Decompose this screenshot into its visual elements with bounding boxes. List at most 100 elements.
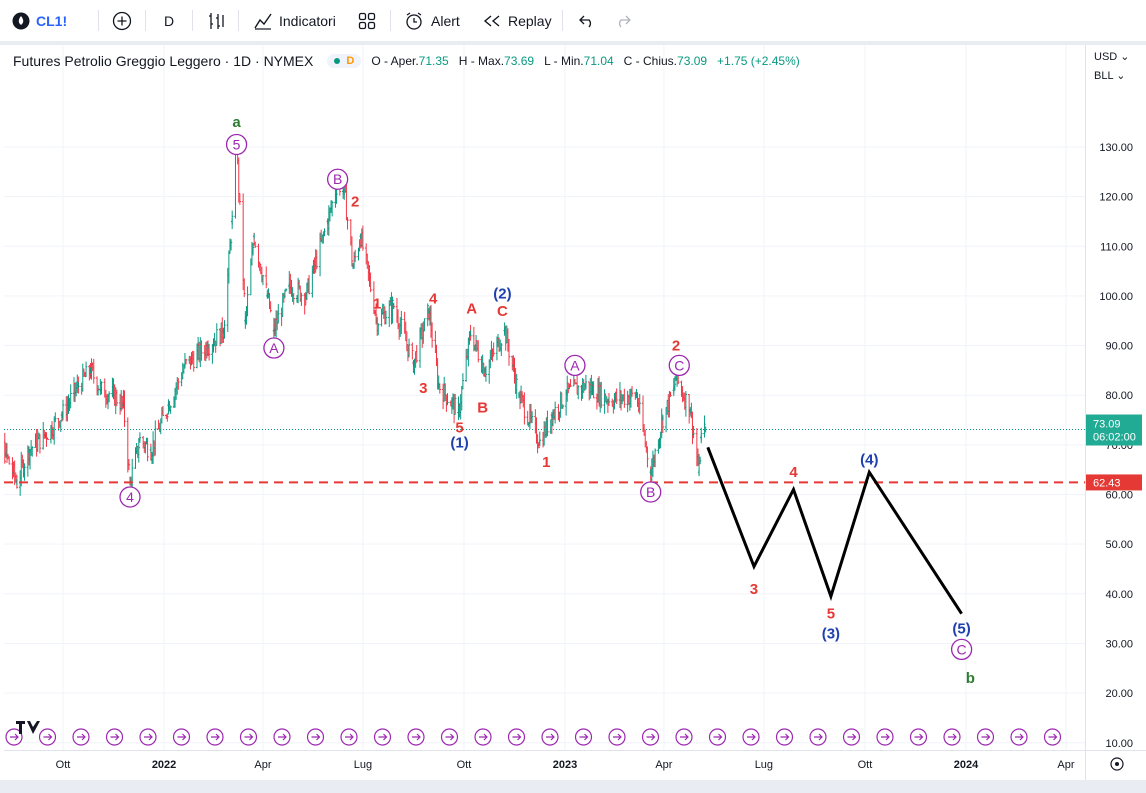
redo-button[interactable]	[614, 0, 632, 41]
ohlc-open: O - Aper.71.35	[371, 54, 449, 68]
event-arrow-icon	[77, 733, 86, 741]
currency-select[interactable]: USD ⌄	[1094, 50, 1130, 63]
price-tick-label: 80.00	[1105, 390, 1133, 402]
event-arrow-icon	[1015, 733, 1024, 741]
axis-settings-button[interactable]	[1110, 757, 1124, 771]
wave-label: 3	[750, 581, 758, 598]
time-tick-label: Ott	[56, 759, 71, 771]
price-tick-label: 110.00	[1100, 241, 1133, 253]
market-status[interactable]: D	[327, 54, 362, 68]
event-arrow-icon	[847, 733, 857, 741]
wave-label: (3)	[822, 626, 840, 643]
wave-circle	[263, 337, 285, 359]
wave-label: 3	[419, 380, 427, 397]
projection-line	[706, 446, 963, 615]
unit-select[interactable]: BLL ⌄	[1094, 69, 1125, 82]
wave-label: b	[966, 670, 975, 687]
chart-type-button[interactable]	[206, 0, 226, 41]
event-arrow-icon	[546, 733, 555, 741]
plus-circle-icon	[112, 11, 132, 30]
tradingview-logo	[16, 721, 40, 734]
price-tick-label: 30.00	[1105, 638, 1133, 650]
event-arrow-icon	[345, 733, 354, 741]
wave-label: 5	[455, 419, 463, 436]
event-arrow-icon	[412, 733, 421, 741]
indicators-button[interactable]: Indicatori	[253, 0, 336, 41]
wave-circle	[326, 168, 349, 190]
price-tick-label: 20.00	[1105, 688, 1133, 700]
symbol-search-button[interactable]: CL1!	[12, 0, 67, 41]
indicators-label: Indicatori	[279, 12, 336, 29]
symbol-logo-icon	[12, 12, 30, 29]
event-arrow-icon	[479, 733, 488, 741]
price-axis[interactable]: 10.0020.0030.0040.0050.0060.0070.0080.00…	[1086, 142, 1142, 750]
event-arrow-icon	[680, 733, 689, 741]
wave-label: 4	[126, 489, 134, 505]
status-dot-icon	[334, 58, 341, 64]
delayed-badge: D	[346, 55, 355, 67]
layouts-button[interactable]	[358, 0, 376, 41]
last-price-label: 73.09	[1093, 419, 1121, 431]
price-series	[0, 137, 707, 496]
event-arrow-icon	[110, 733, 120, 741]
event-arrow-icon	[311, 733, 321, 741]
wave-label: B	[477, 400, 488, 417]
event-markers	[5, 728, 1062, 746]
line-price-badge	[1086, 474, 1142, 491]
wave-label: (5)	[952, 621, 970, 638]
grid-icon	[358, 12, 376, 29]
event-arrow-icon	[881, 733, 890, 741]
wave-label: A	[466, 300, 477, 317]
time-axis[interactable]: Ott 2022 Apr Lug Ott 2023 Apr Lug Ott 2024 Apr	[56, 759, 1075, 771]
event-arrow-icon	[981, 733, 991, 741]
wave-label: 4	[429, 290, 438, 307]
wave-label: (2)	[493, 285, 511, 302]
projection-path[interactable]	[706, 446, 963, 615]
toolbar-divider	[0, 41, 1146, 45]
currency-label: USD	[1094, 51, 1118, 63]
time-tick-label: 2024	[954, 759, 979, 771]
event-arrow-icon	[579, 733, 589, 741]
wave-label: C	[674, 357, 684, 373]
wave-label: a	[232, 114, 241, 131]
event-arrow-icon	[814, 733, 823, 741]
time-tick-label: Apr	[254, 759, 271, 771]
wave-circle	[950, 638, 973, 661]
bottom-panel-edge	[0, 780, 1146, 793]
chevron-down-icon: ⌄	[1113, 70, 1126, 82]
time-tick-label: Ott	[858, 759, 873, 771]
event-arrow-icon	[278, 733, 287, 741]
alert-label: Alert	[431, 12, 460, 29]
wave-label: B	[333, 171, 342, 187]
wave-circle	[564, 354, 586, 377]
time-tick-label: Lug	[354, 759, 372, 771]
event-arrow-icon	[613, 733, 622, 741]
wave-circle	[119, 486, 141, 508]
price-tick-label: 130.00	[1099, 142, 1133, 154]
price-tick-label: 100.00	[1099, 291, 1133, 303]
add-symbol-button[interactable]	[112, 0, 132, 41]
wave-label: C	[497, 303, 508, 320]
event-arrow-icon	[10, 733, 19, 741]
event-arrow-icon	[244, 733, 254, 741]
event-arrow-icon	[43, 733, 53, 741]
event-arrow-icon	[780, 733, 790, 741]
replay-button[interactable]: Replay	[483, 0, 552, 41]
wave-label: (4)	[860, 452, 878, 469]
wave-label: B	[646, 484, 655, 500]
interval-button[interactable]: D	[164, 0, 174, 41]
legend-title: Futures Petrolio Greggio Leggero · 1D · …	[13, 53, 314, 69]
ohlc-high: H - Max.73.69	[458, 54, 535, 68]
undo-button[interactable]	[578, 0, 596, 41]
alert-button[interactable]: Alert	[404, 0, 460, 41]
price-tick-label: 90.00	[1105, 341, 1133, 353]
rewind-icon	[483, 14, 500, 27]
wave-circle	[225, 133, 248, 156]
undo-icon	[579, 15, 592, 27]
replay-label: Replay	[508, 12, 552, 29]
time-tick-label: Ott	[457, 759, 472, 771]
wave-label: 2	[351, 194, 359, 211]
